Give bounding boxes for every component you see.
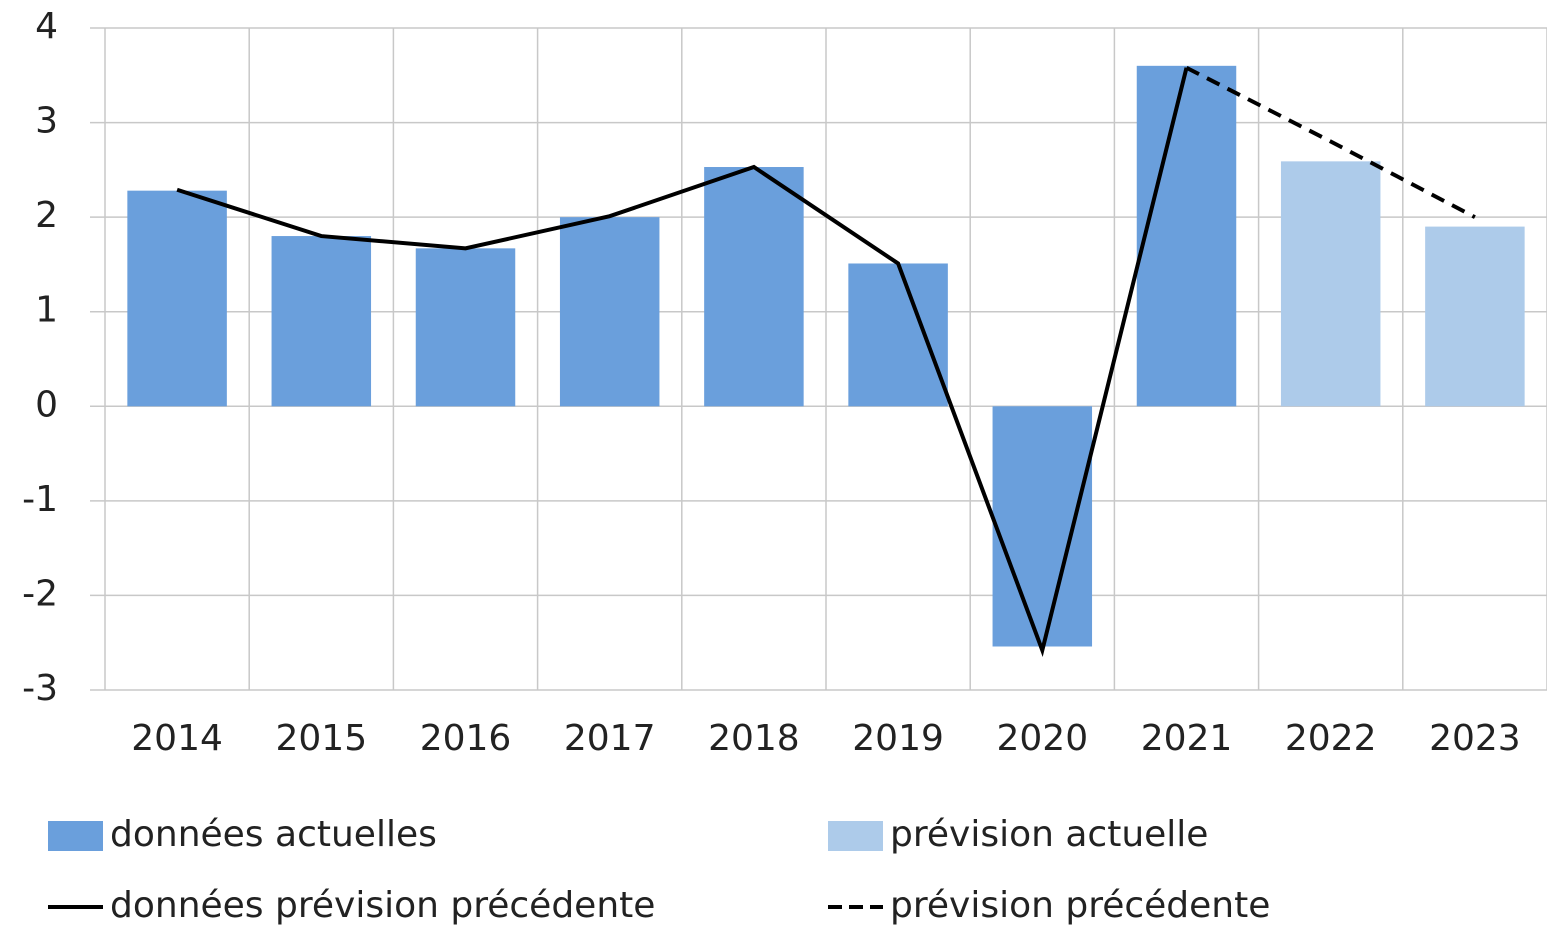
bar [559, 217, 660, 407]
bar [1280, 161, 1381, 407]
legend-label: données prévision précédente [110, 885, 655, 926]
bar [271, 236, 372, 407]
x-tick-label: 2022 [1285, 718, 1377, 759]
legend-label: données actuelles [110, 814, 437, 855]
legend-label: prévision précédente [890, 885, 1270, 926]
y-tick-label: -3 [22, 668, 58, 709]
bar [848, 263, 948, 407]
y-tick-label: 0 [35, 384, 58, 425]
legend-label: prévision actuelle [890, 814, 1208, 855]
bar [1425, 226, 1525, 407]
y-tick-label: -2 [22, 573, 58, 614]
line-series [1185, 65, 1476, 219]
line-series [176, 67, 1189, 658]
x-tick-label: 2020 [996, 718, 1088, 759]
bar [1136, 65, 1237, 407]
legend-swatch [828, 821, 883, 851]
x-tick-label: 2021 [1141, 718, 1233, 759]
y-tick-label: 4 [35, 6, 58, 47]
y-tick-label: 1 [35, 290, 58, 331]
bar [992, 406, 1093, 647]
x-tick-label: 2023 [1429, 718, 1521, 759]
x-tick-label: 2017 [564, 718, 656, 759]
y-tick-label: 2 [35, 195, 58, 236]
x-tick-label: 2019 [852, 718, 944, 759]
bar [415, 248, 516, 407]
x-tick-label: 2016 [420, 718, 512, 759]
legend-swatch [48, 821, 103, 851]
x-tick-label: 2014 [131, 718, 223, 759]
x-tick-label: 2018 [708, 718, 800, 759]
bar [704, 167, 804, 407]
bar [127, 190, 227, 407]
x-tick-label: 2015 [275, 718, 367, 759]
y-tick-label: -1 [22, 479, 58, 520]
y-tick-label: 3 [35, 101, 58, 142]
